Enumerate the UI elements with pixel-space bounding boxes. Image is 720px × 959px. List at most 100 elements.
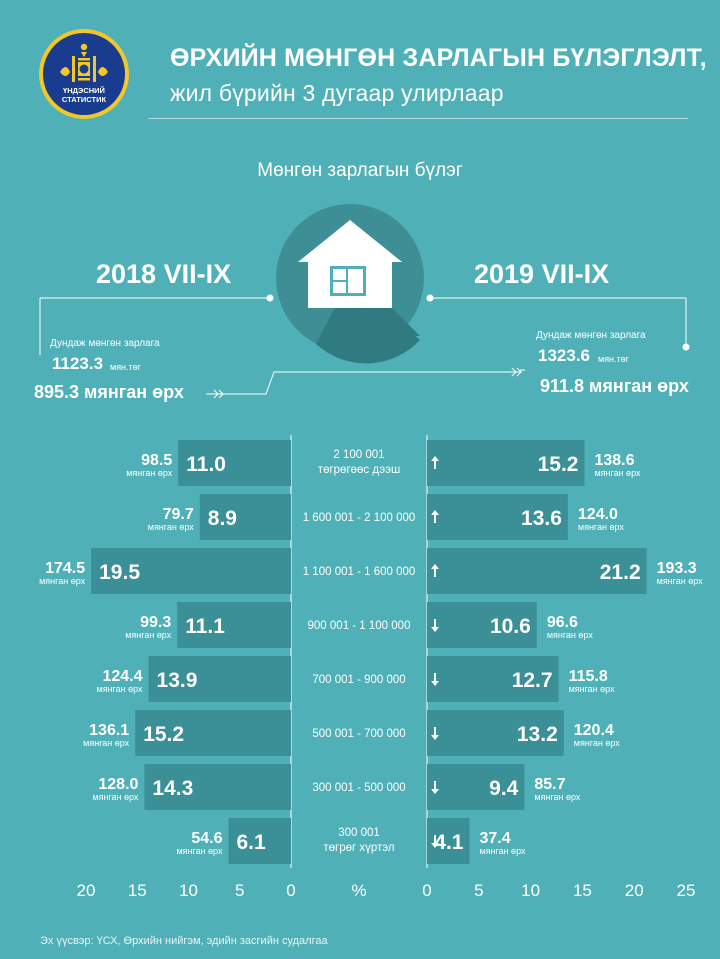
bar-left-value-5: 15.2: [143, 723, 184, 746]
bar-right-unit-1: мянган өрх: [578, 522, 625, 532]
arrow-down-icon: [431, 673, 439, 686]
left-avg-unit: мян.төг: [110, 362, 141, 372]
bar-left-5: [135, 710, 291, 756]
right-households: 911.8 мянган өрх: [540, 376, 689, 396]
bar-right-unit-5: мянган өрх: [574, 738, 621, 748]
category-label-4: 700 001 - 900 000: [312, 674, 405, 686]
right-tick-0: 0: [422, 881, 431, 900]
bar-right-5: [427, 710, 564, 756]
bar-right-unit-2: мянган өрх: [657, 576, 704, 586]
bar-left-unit-3: мянган өрх: [125, 630, 172, 640]
bar-right-unit-4: мянган өрх: [569, 684, 616, 694]
bar-right-households-5: 120.4: [574, 722, 614, 739]
bar-right-unit-3: мянган өрх: [547, 630, 594, 640]
category-label-2: 1 100 001 - 1 600 000: [303, 566, 416, 578]
left-avg-label: Дундаж мөнгөн зарлага: [50, 338, 160, 349]
logo-text-2: СТАТИСТИК: [62, 95, 107, 104]
bar-left-2: [91, 548, 291, 594]
bar-left-value-4: 13.9: [157, 669, 198, 692]
right-tick-3: 15: [573, 881, 592, 900]
bar-right-1: [427, 494, 568, 540]
right-avg-unit: мян.төг: [598, 354, 629, 364]
arrow-down-icon: [431, 835, 439, 848]
left-tick-1: 15: [128, 881, 147, 900]
category-label-7-a: 300 001: [338, 827, 380, 839]
bar-left-7: [228, 818, 291, 864]
chart-subtitle: Мөнгөн зарлагын бүлэг: [257, 160, 463, 181]
bar-right-households-3: 96.6: [547, 614, 578, 631]
house-icon: [298, 220, 402, 308]
bar-right-unit-6: мянган өрх: [534, 792, 581, 802]
bar-left-unit-4: мянган өрх: [97, 684, 144, 694]
bar-right-2: [427, 548, 647, 594]
source-note: Эх үүсвэр: ҮСХ, Өрхийн нийгэм, эдийн зас…: [40, 935, 328, 947]
bar-left-households-6: 128.0: [98, 776, 138, 793]
house-illustration: [39, 204, 690, 371]
bar-right-value-0: 15.2: [538, 453, 579, 476]
bar-left-6: [144, 764, 291, 810]
title-line-2: жил бүрийн 3 дугаар улирлаар: [170, 80, 504, 106]
center-axis-label: %: [351, 881, 366, 900]
bar-right-unit-0: мянган өрх: [594, 468, 641, 478]
right-avg-value: 1323.6: [538, 346, 590, 365]
category-label-0-a: 2 100 001: [333, 449, 384, 461]
trend-arrow: [206, 368, 522, 398]
bar-left-1: [199, 494, 291, 540]
bar-left-unit-1: мянган өрх: [148, 522, 195, 532]
bar-left-unit-0: мянган өрх: [126, 468, 173, 478]
bar-left-unit-2: мянган өрх: [39, 576, 86, 586]
title-divider: [148, 118, 688, 119]
bar-right-4: [427, 656, 559, 702]
left-households: 895.3 мянган өрх: [34, 382, 184, 402]
right-avg-label: Дундаж мөнгөн зарлага: [536, 330, 646, 341]
year-left: 2018 VII-IX: [96, 259, 232, 289]
bar-right-households-1: 124.0: [578, 506, 618, 523]
category-label-3: 900 001 - 1 100 000: [308, 620, 411, 632]
bar-left-unit-7: мянган өрх: [176, 846, 223, 856]
arrow-up-icon: [431, 510, 439, 523]
arrow-down-icon: [431, 727, 439, 740]
title-line-1: ӨРХИЙН МӨНГӨН ЗАРЛАГЫН БҮЛЭГЛЭЛТ,: [170, 44, 707, 72]
bar-left-unit-6: мянган өрх: [92, 792, 139, 802]
right-tick-4: 20: [625, 881, 644, 900]
bar-left-households-4: 124.4: [102, 668, 142, 685]
bar-left-households-0: 98.5: [141, 452, 172, 469]
nso-logo: ҮНДЭСНИЙ СТАТИСТИК: [39, 29, 129, 119]
bar-left-households-3: 99.3: [140, 614, 171, 631]
year-right: 2019 VII-IX: [474, 259, 610, 289]
left-tick-0: 20: [77, 881, 96, 900]
arrow-up-icon: [431, 456, 439, 469]
bar-right-value-5: 13.2: [517, 723, 558, 746]
bar-left-households-1: 79.7: [163, 506, 194, 523]
right-tick-1: 5: [474, 881, 483, 900]
bar-right-3: [427, 602, 537, 648]
bar-right-6: [427, 764, 525, 810]
bar-left-value-0: 11.0: [186, 453, 226, 476]
arrow-down-icon: [431, 781, 439, 794]
left-tick-2: 10: [179, 881, 198, 900]
right-tick-5: 25: [677, 881, 696, 900]
bar-right-value-4: 12.7: [512, 669, 553, 692]
bar-right-value-1: 13.6: [521, 507, 562, 530]
bar-right-value-3: 10.6: [490, 615, 531, 638]
category-label-6: 300 001 - 500 000: [312, 782, 405, 794]
bar-right-households-6: 85.7: [534, 776, 565, 793]
logo-text-1: ҮНДЭСНИЙ: [63, 86, 105, 95]
right-tick-2: 10: [521, 881, 540, 900]
bar-right-households-2: 193.3: [657, 560, 697, 577]
bar-right-0: [427, 440, 585, 486]
bar-left-0: [178, 440, 291, 486]
bar-left-value-1: 8.9: [208, 507, 237, 530]
left-avg-value: 1123.3: [52, 354, 104, 373]
bar-right-value-7: 4.1: [434, 831, 464, 854]
bar-right-unit-7: мянган өрх: [479, 846, 526, 856]
bar-right-value-6: 9.4: [489, 777, 519, 800]
bar-left-value-6: 14.3: [152, 777, 193, 800]
bar-right-households-7: 37.4: [479, 830, 510, 847]
category-label-1: 1 600 001 - 2 100 000: [303, 512, 416, 524]
bar-right-households-4: 115.8: [569, 668, 608, 685]
left-tick-3: 5: [235, 881, 244, 900]
bar-left-value-7: 6.1: [236, 831, 266, 854]
bar-right-value-2: 21.2: [600, 561, 641, 584]
